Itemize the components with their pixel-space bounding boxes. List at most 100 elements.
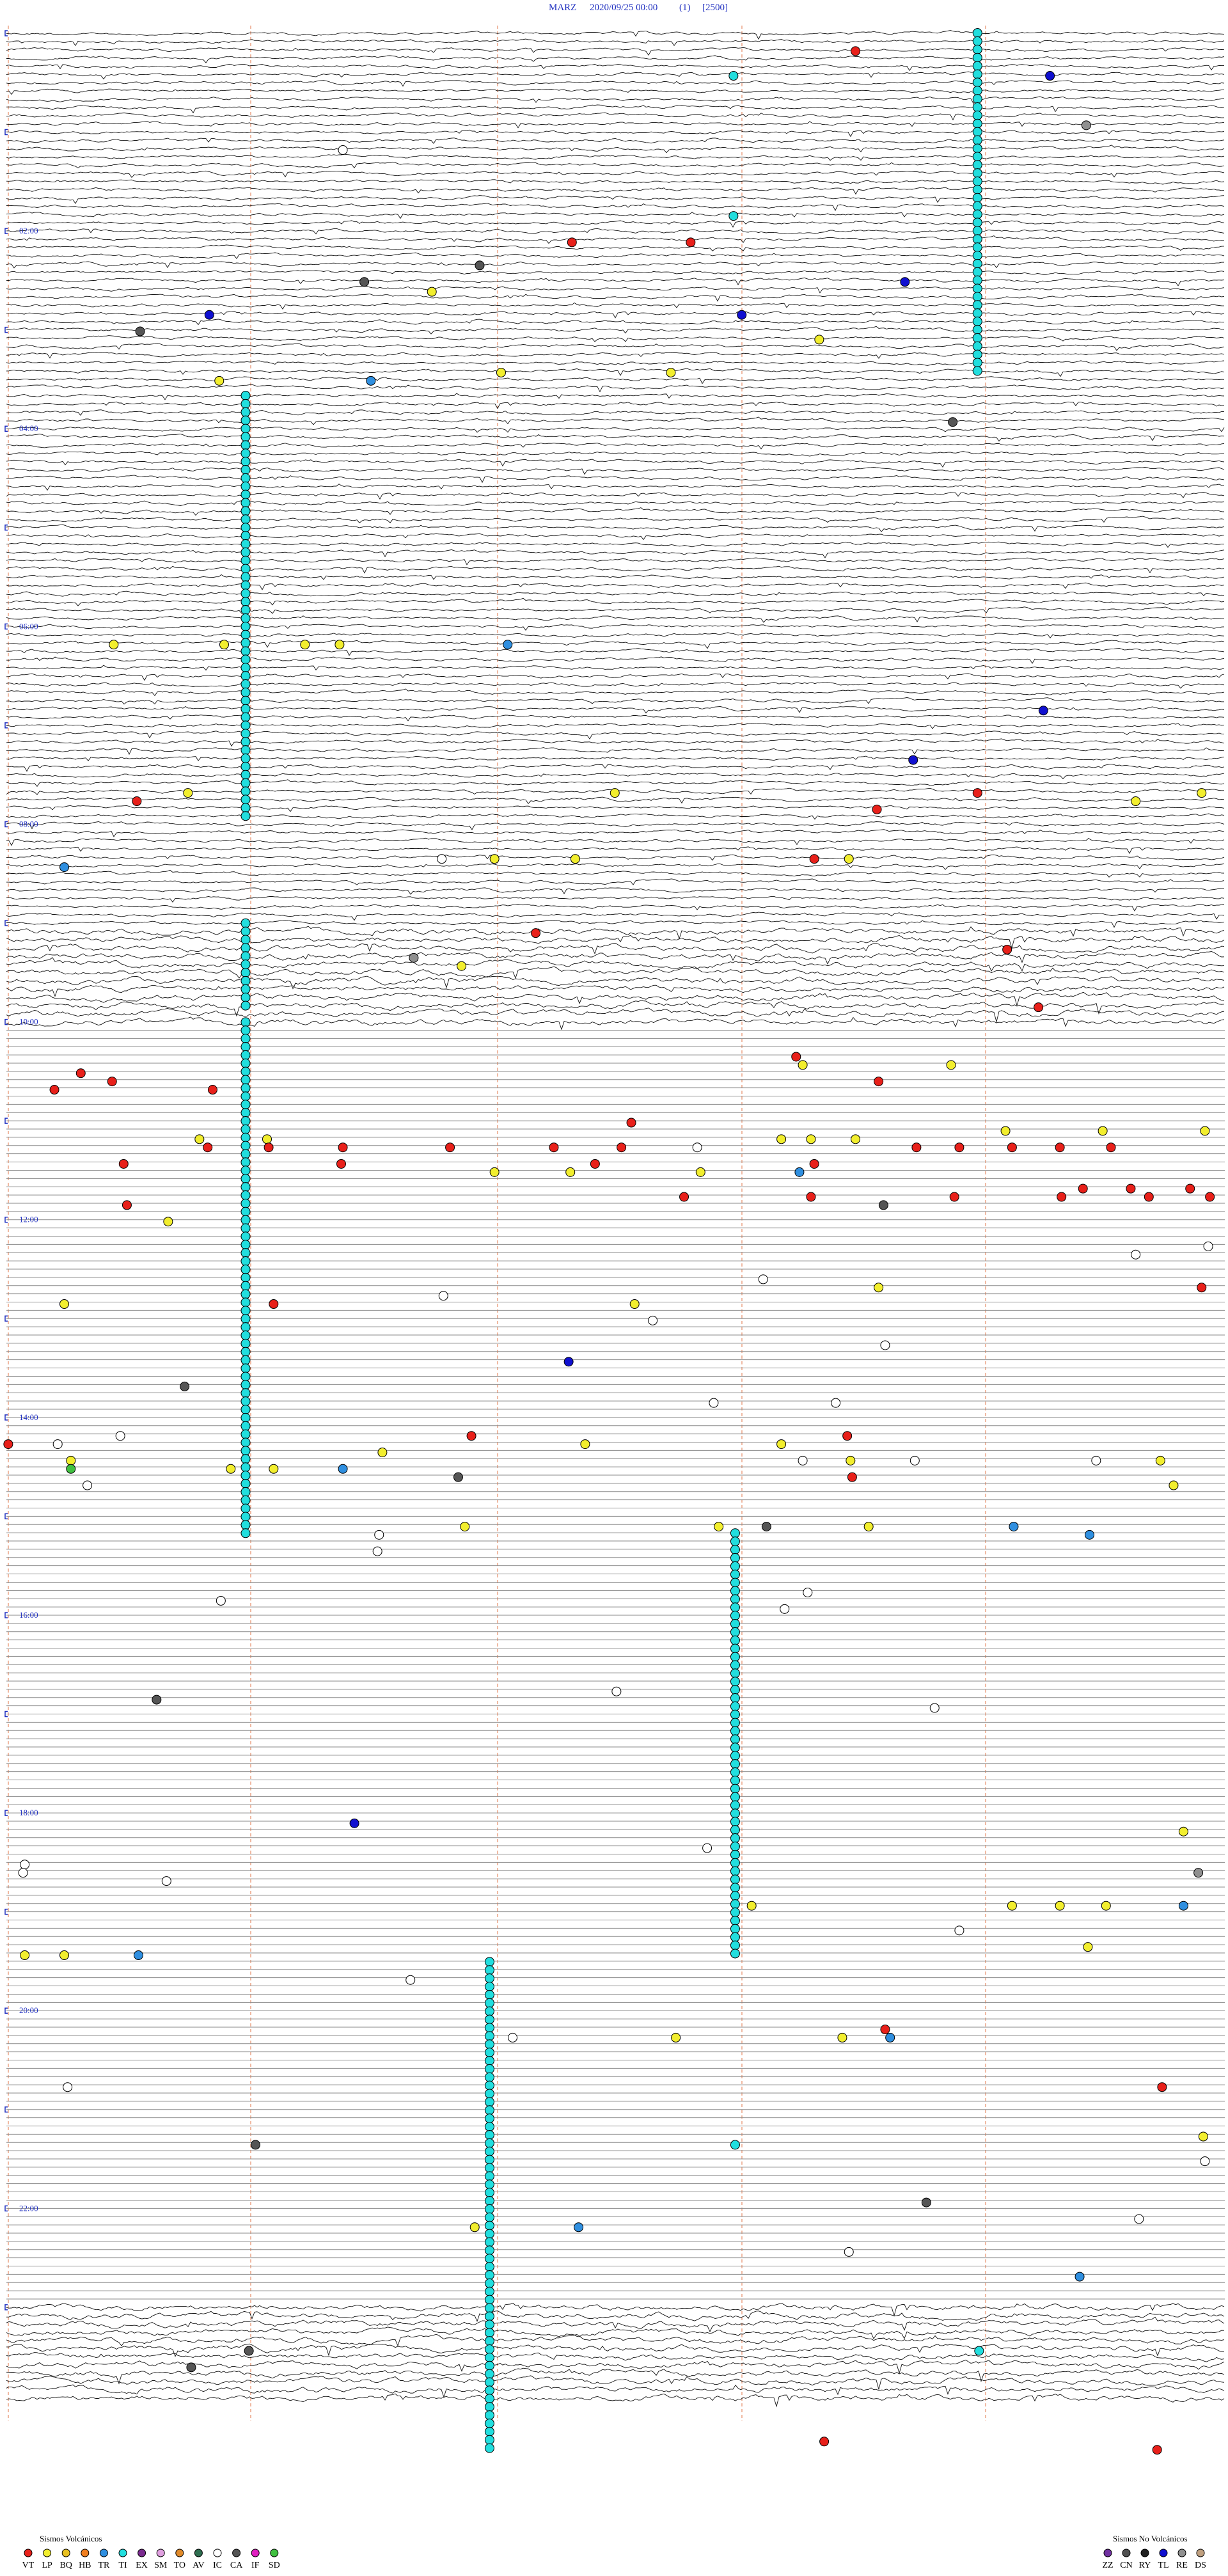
- event: [728, 71, 739, 81]
- event: [761, 1521, 771, 1531]
- event: [1098, 1126, 1108, 1136]
- trace: [6, 2359, 1225, 2375]
- hour-marker: [4, 1908, 8, 1915]
- event: [972, 127, 982, 137]
- legend-swatch: [1196, 2548, 1205, 2557]
- event: [730, 1577, 740, 1588]
- event: [730, 1932, 740, 1942]
- event: [972, 184, 982, 194]
- event: [798, 1060, 808, 1070]
- event: [730, 1693, 740, 1703]
- event: [972, 168, 982, 178]
- event: [161, 1876, 171, 1886]
- legend-code: SD: [269, 2561, 280, 2570]
- trace: [6, 38, 1225, 47]
- event: [219, 640, 229, 650]
- event: [445, 1142, 455, 1153]
- event: [240, 968, 251, 978]
- hour-label: 12:00: [19, 1215, 38, 1224]
- event: [240, 572, 251, 582]
- event: [949, 1192, 959, 1202]
- event: [240, 1256, 251, 1267]
- legend-code: CN: [1120, 2561, 1132, 2570]
- trace: [6, 942, 1225, 955]
- event: [484, 1998, 494, 2008]
- legend-code: RE: [1176, 2561, 1188, 2570]
- event: [567, 237, 577, 248]
- trace: [6, 277, 1225, 287]
- event: [972, 102, 982, 113]
- event: [1169, 1480, 1179, 1490]
- event: [730, 1800, 740, 1810]
- event: [803, 1588, 813, 1598]
- legend-code: TO: [174, 2561, 185, 2570]
- event: [240, 745, 251, 755]
- trace: [6, 887, 1225, 895]
- trace: [6, 2343, 1225, 2357]
- event: [972, 143, 982, 154]
- event: [921, 2197, 931, 2208]
- event: [240, 399, 251, 409]
- event: [791, 1052, 801, 1062]
- event: [874, 1283, 884, 1293]
- event: [954, 1925, 964, 1936]
- event: [1155, 1455, 1165, 1466]
- event: [240, 1363, 251, 1373]
- event: [484, 2237, 494, 2247]
- trace: [6, 459, 1225, 468]
- event: [240, 1025, 251, 1036]
- trace: [6, 80, 1225, 87]
- event: [484, 2410, 494, 2421]
- legend-code: HB: [79, 2561, 91, 2570]
- event: [819, 2437, 830, 2447]
- event: [240, 1075, 251, 1085]
- event: [240, 1174, 251, 1184]
- event: [240, 613, 251, 623]
- trace: [6, 294, 1225, 302]
- event: [240, 687, 251, 697]
- event: [730, 1660, 740, 1670]
- event: [240, 943, 251, 953]
- hour-label: 14:00: [19, 1412, 38, 1422]
- trace: [6, 723, 1225, 729]
- trace: [6, 170, 1225, 178]
- legend-swatch: [24, 2548, 33, 2557]
- event: [240, 457, 251, 467]
- trace: [6, 466, 1225, 475]
- header: MARZ 2020/09/25 00:00 (1) [2500]: [549, 3, 728, 13]
- event: [702, 1843, 712, 1853]
- event: [240, 646, 251, 656]
- event: [972, 333, 982, 343]
- event: [240, 1371, 251, 1382]
- trace: [6, 1007, 1225, 1023]
- event: [240, 1446, 251, 1456]
- trace: [6, 706, 1225, 714]
- event: [469, 2222, 480, 2232]
- event: [49, 1085, 59, 1095]
- event: [240, 1116, 251, 1126]
- event: [730, 1635, 740, 1645]
- event: [1205, 1192, 1215, 1202]
- trace: [6, 2393, 1225, 2408]
- event: [730, 1652, 740, 1662]
- trace: [6, 821, 1225, 830]
- event: [972, 275, 982, 285]
- event: [1045, 71, 1055, 81]
- event: [240, 473, 251, 483]
- trace: [6, 640, 1225, 649]
- event: [611, 1686, 622, 1696]
- legend-title: Sismos Volcánicos: [40, 2534, 102, 2543]
- event: [240, 407, 251, 417]
- trace: [6, 220, 1225, 228]
- hour-marker: [4, 425, 8, 432]
- trace: [6, 574, 1225, 580]
- event: [730, 1709, 740, 1719]
- event: [240, 811, 251, 821]
- trace: [6, 772, 1225, 780]
- event: [714, 1521, 724, 1531]
- event: [484, 2369, 494, 2379]
- event: [972, 193, 982, 203]
- event: [730, 1528, 740, 1538]
- scale: [2500]: [702, 3, 728, 13]
- event: [798, 1455, 808, 1466]
